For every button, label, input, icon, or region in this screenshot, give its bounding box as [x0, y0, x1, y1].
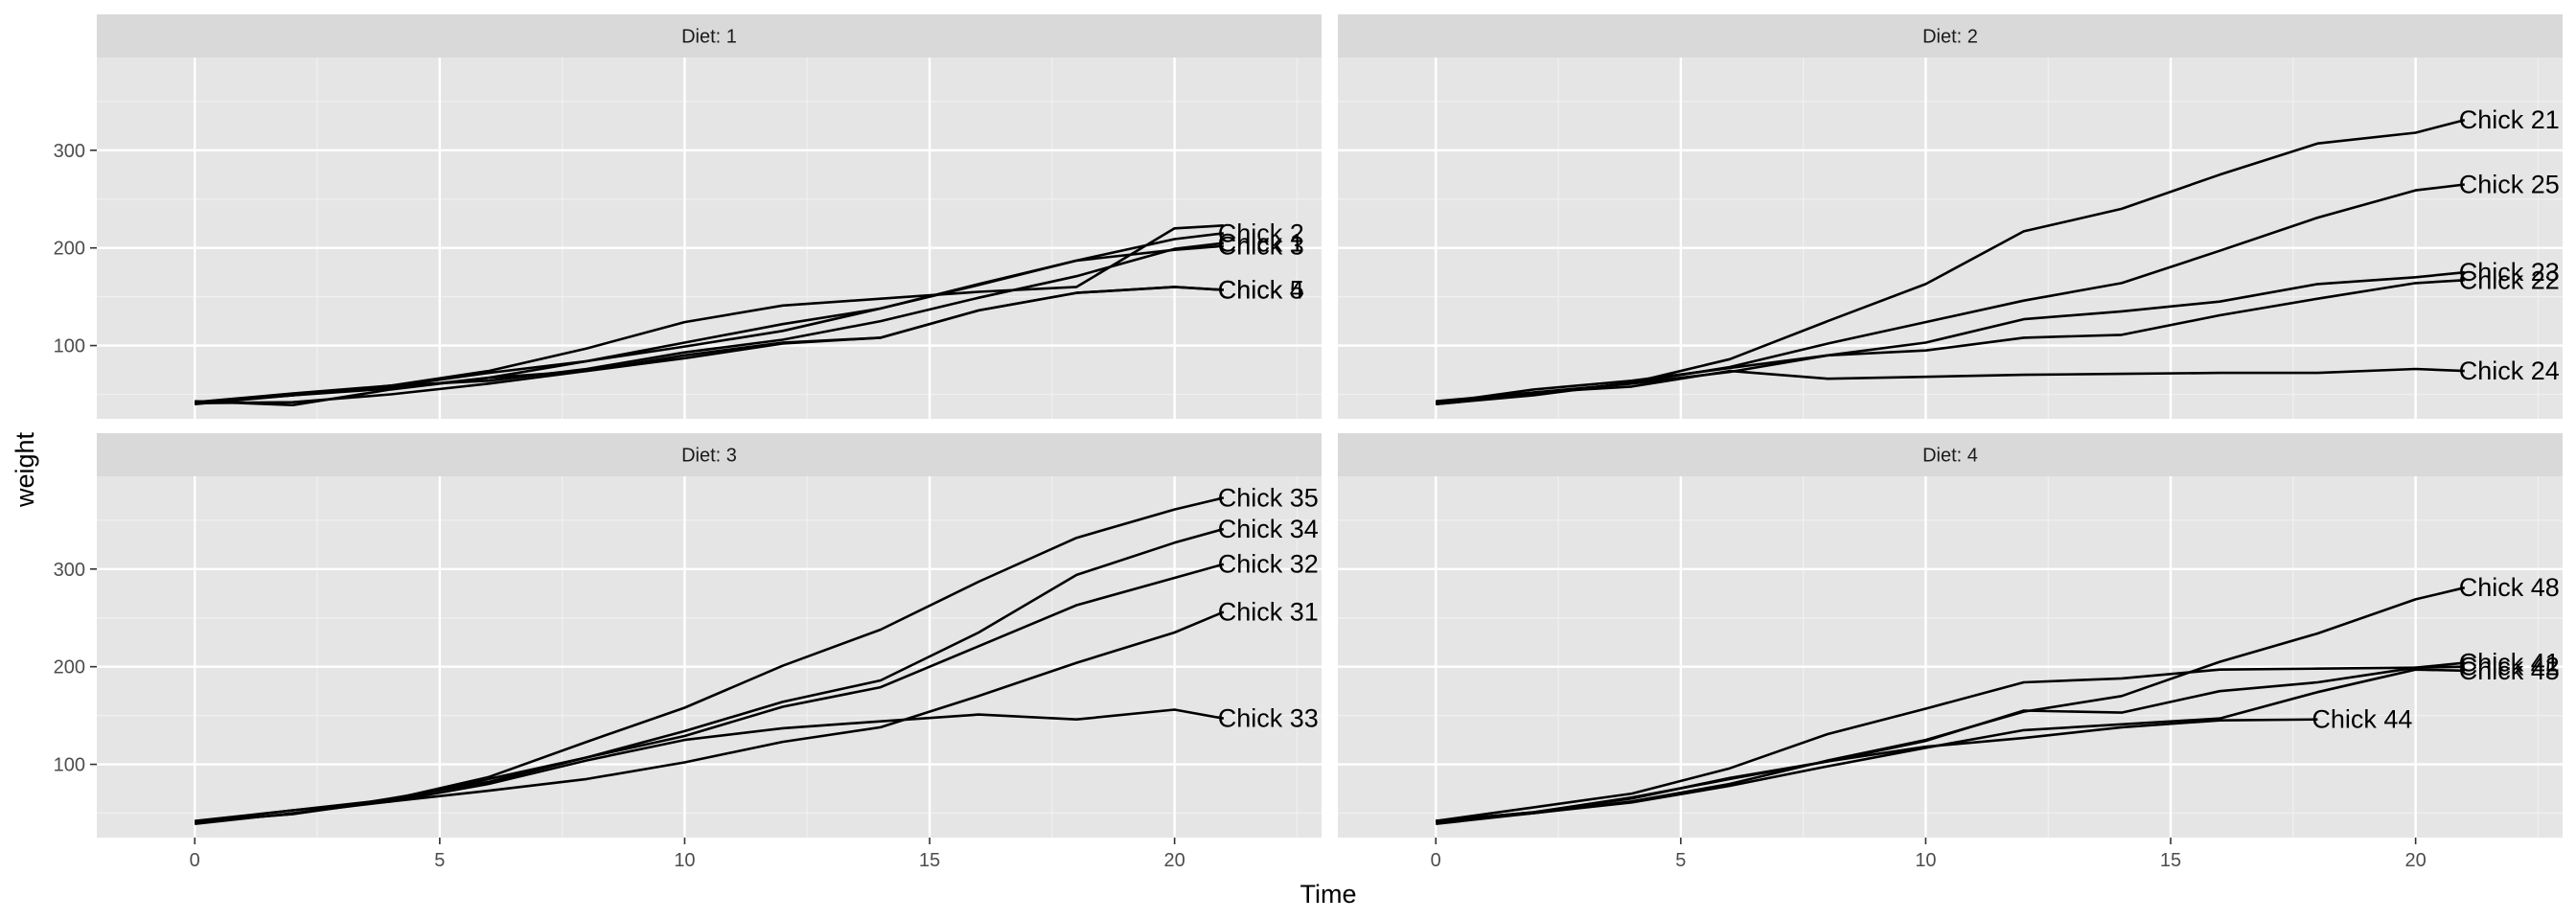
facet-strip-label: Diet: 3: [681, 446, 737, 467]
x-tick-label: 5: [1675, 850, 1686, 871]
series-line: [195, 244, 1224, 407]
facet-strip: [97, 14, 1322, 58]
y-tick-label: 100: [54, 755, 85, 776]
series-line: [1436, 668, 2465, 823]
series-label: Chick 5: [1218, 276, 1304, 305]
facet-strip: [97, 433, 1322, 476]
series-line: [1436, 718, 2318, 822]
y-axis-title: weight: [11, 431, 39, 508]
series-label: Chick 25: [2459, 170, 2560, 198]
x-tick-label: 15: [2160, 850, 2181, 871]
x-axis-title: Time: [1300, 880, 1357, 908]
series-label: Chick 34: [1218, 515, 1319, 543]
y-tick-label: 300: [54, 560, 85, 581]
series-line: [1436, 270, 2465, 402]
series-line: [1436, 665, 2465, 822]
panel-background: [1338, 58, 2563, 419]
panel-background: [97, 476, 1322, 838]
series-label: Chick 21: [2459, 105, 2560, 134]
x-tick-label: 10: [1915, 850, 1936, 871]
y-tick-label: 200: [54, 657, 85, 678]
x-tick-label: 0: [1431, 850, 1441, 871]
series-line: [195, 286, 1224, 403]
y-tick-label: 300: [54, 141, 85, 162]
series-line: [195, 563, 1225, 823]
series-label: Chick 3: [1218, 232, 1304, 261]
series-label: Chick 23: [2459, 258, 2560, 287]
series-line: [195, 708, 1225, 825]
series-label: Chick 24: [2459, 356, 2560, 385]
x-tick-label: 10: [674, 850, 695, 871]
series-label: Chick 22: [2459, 265, 2560, 294]
series-line: [1436, 367, 2465, 403]
facet-panel: Diet: 3 100 200 300 0 5 10 15 20 Chick 35 Chick 34…: [54, 433, 1322, 871]
series-label: Chick 41: [2459, 649, 2560, 678]
x-tick-label: 20: [1164, 850, 1185, 871]
facet-strip-label: Diet: 4: [1922, 446, 1978, 467]
y-tick-label: 200: [54, 239, 85, 260]
y-tick-label: 100: [54, 336, 85, 357]
series-label: Chick 32: [1218, 550, 1319, 579]
panel-background: [1338, 476, 2563, 838]
series-label: Chick 33: [1218, 704, 1319, 733]
panel-background: [97, 58, 1322, 419]
series-line: [1436, 279, 2465, 404]
series-label: Chick 1: [1218, 229, 1304, 258]
x-tick-label: 15: [919, 850, 940, 871]
x-tick-label: 5: [434, 850, 445, 871]
facet-strip: [1338, 433, 2563, 476]
series-label: Chick 4: [1218, 276, 1304, 305]
x-tick-label: 0: [190, 850, 200, 871]
series-line: [195, 224, 1224, 404]
facet-strip-label: Diet: 2: [1922, 27, 1978, 48]
facet-strip: [1338, 14, 2563, 58]
series-label: Chick 2: [1218, 218, 1304, 247]
series-label: Chick 44: [2312, 705, 2412, 734]
x-tick-label: 20: [2405, 850, 2426, 871]
series-label: Chick 42: [2459, 653, 2560, 681]
series-label: Chick 31: [1218, 598, 1319, 627]
series-label: Chick 45: [2459, 656, 2560, 685]
series-label: Chick 35: [1218, 483, 1319, 512]
series-label: Chick 48: [2459, 573, 2560, 602]
facet-strip-label: Diet: 1: [681, 27, 737, 48]
